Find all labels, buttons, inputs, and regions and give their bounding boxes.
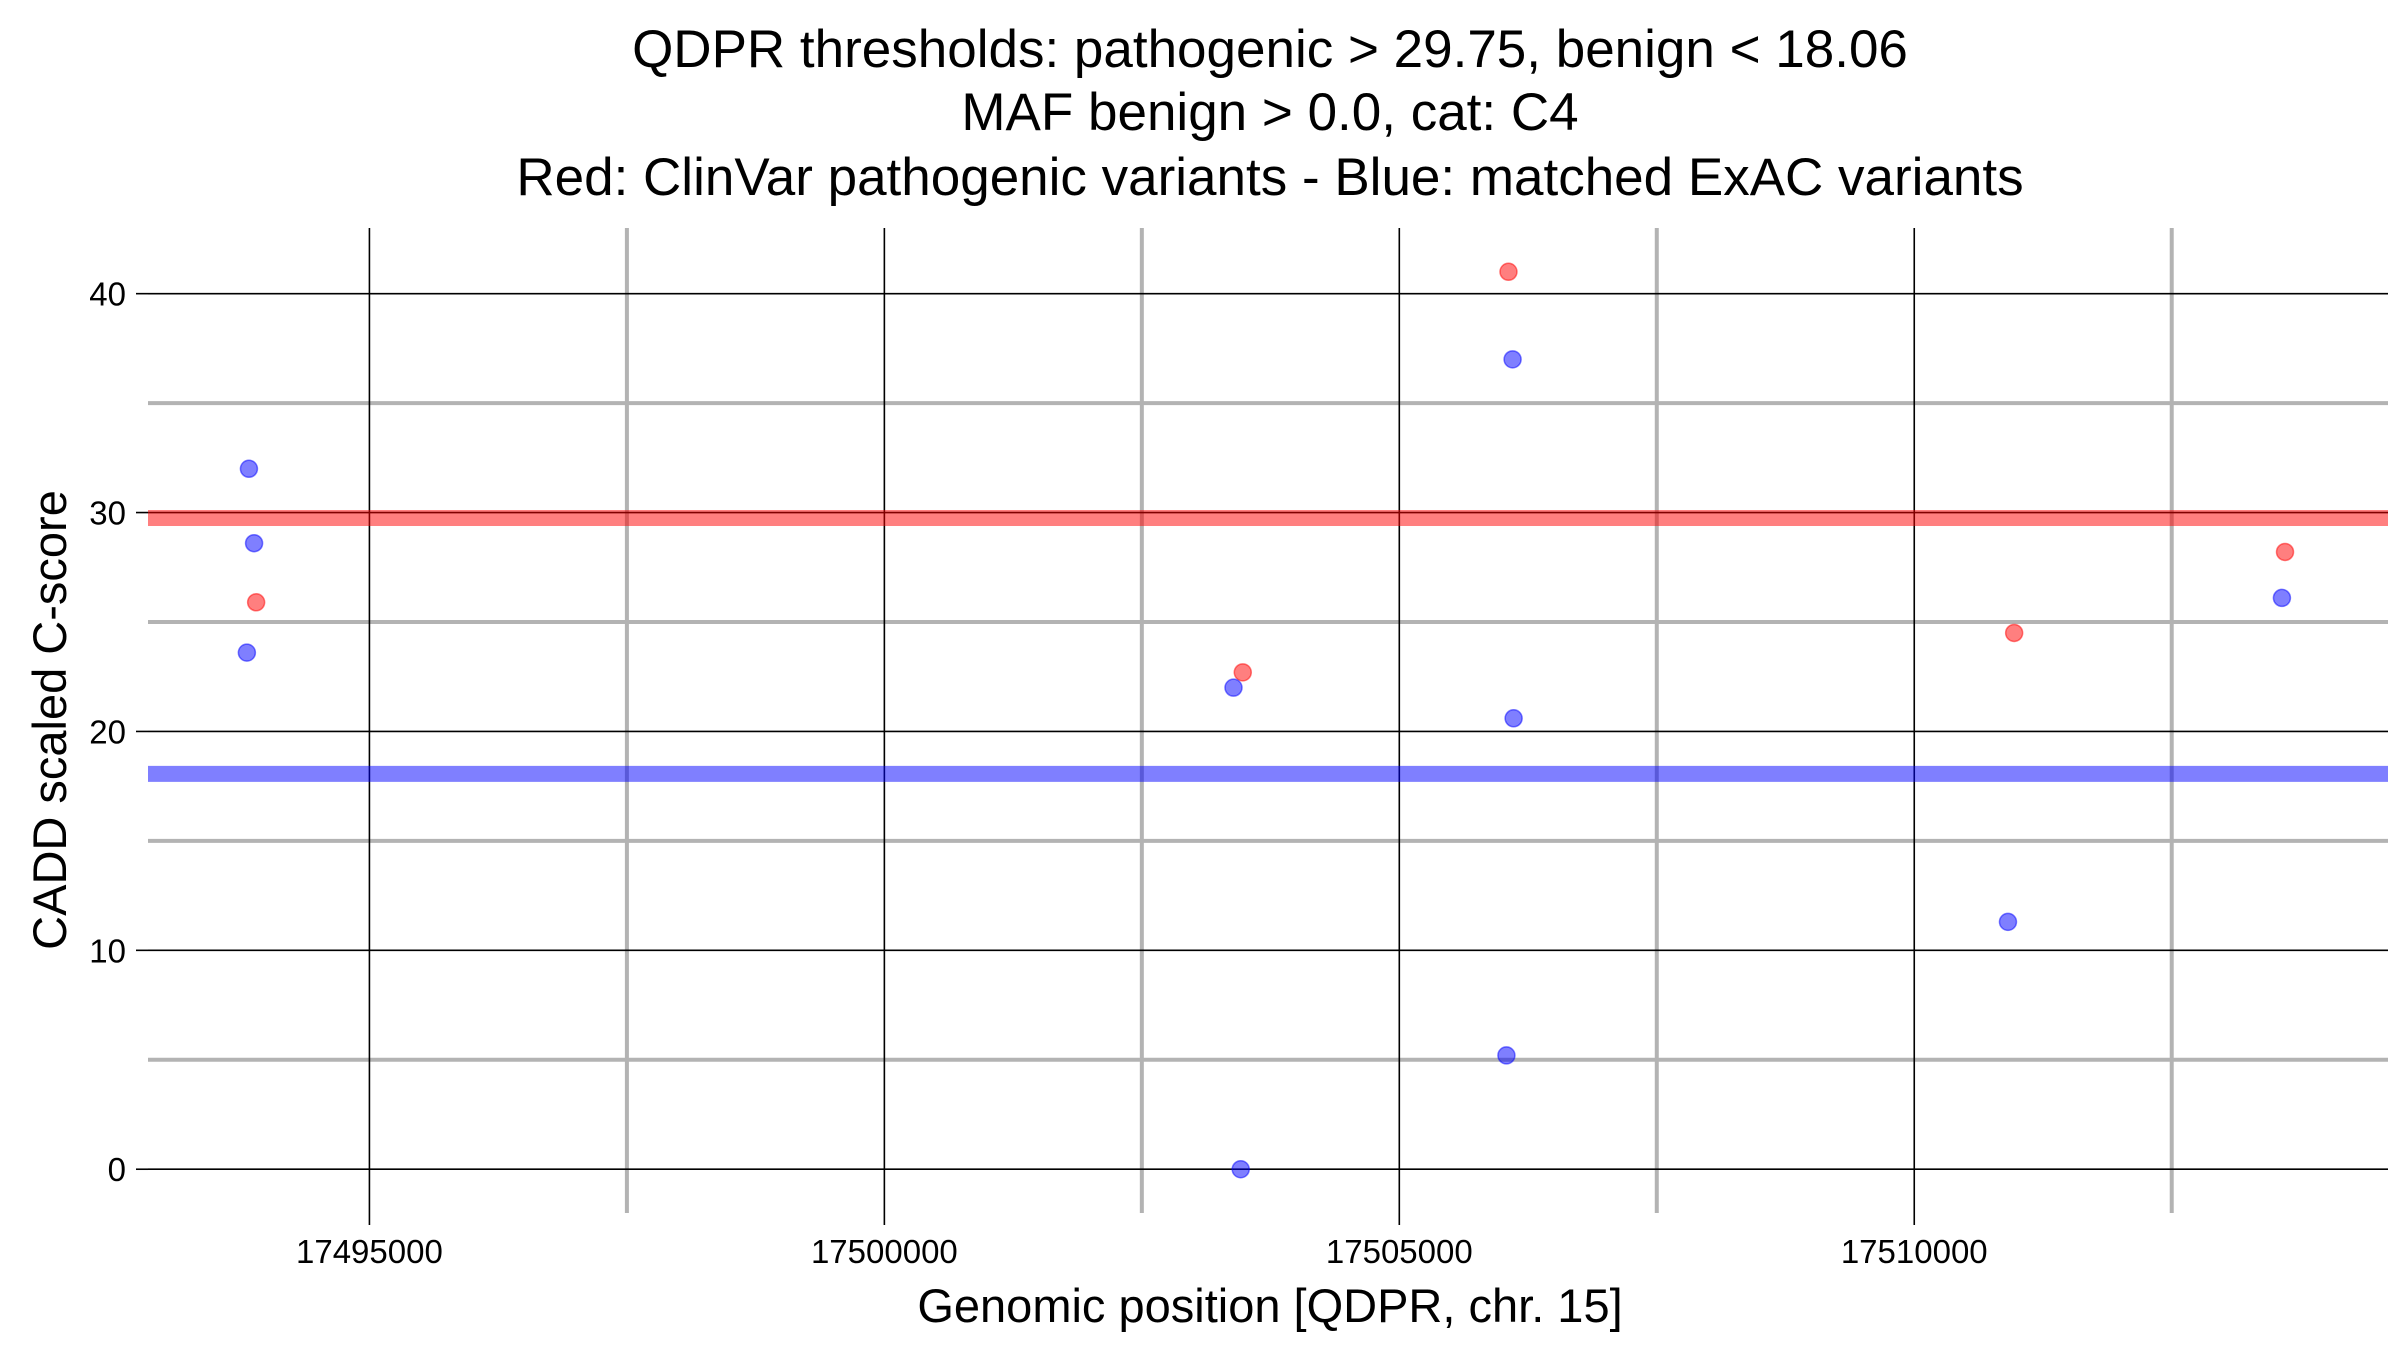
pathogenic-point	[2004, 623, 2024, 643]
x-tick-label: 17510000	[1841, 1233, 1988, 1270]
exac-point	[244, 533, 264, 553]
pathogenic-point	[2275, 542, 2295, 562]
chart-title: QDPR thresholds: pathogenic > 29.75, ben…	[516, 20, 2023, 207]
exac-point	[1497, 1046, 1516, 1065]
y-axis-title: CADD scaled C-score	[23, 490, 76, 950]
y-tick-label: 30	[89, 495, 126, 532]
chart-title-line-1: QDPR thresholds: pathogenic > 29.75, ben…	[632, 20, 1908, 79]
y-tick-label: 10	[89, 932, 126, 969]
threshold-lines	[148, 510, 2388, 782]
exac-point	[239, 459, 259, 479]
exac-point	[237, 643, 257, 662]
x-tick-label: 17505000	[1326, 1233, 1473, 1270]
data-points	[237, 262, 2295, 1179]
pathogenic-point	[1233, 663, 1253, 682]
pathogenic-point	[1499, 262, 1518, 282]
exac-point	[2272, 588, 2292, 608]
pathogenic-point	[246, 593, 266, 612]
x-axis-ticks: 17495000 17500000 17505000 17510000	[296, 1213, 1988, 1270]
x-axis-title: Genomic position [QDPR, chr. 15]	[917, 1279, 1622, 1332]
chart-title-line-3: Red: ClinVar pathogenic variants - Blue:…	[516, 148, 2023, 207]
exac-point	[1224, 678, 1243, 697]
exac-point	[1503, 350, 1522, 369]
chart-title-line-2: MAF benign > 0.0, cat: C4	[961, 83, 1578, 142]
x-tick-label: 17495000	[296, 1233, 443, 1270]
exac-point	[1231, 1159, 1250, 1179]
major-gridlines	[148, 228, 2388, 1213]
exac-point	[1504, 709, 1523, 728]
y-tick-label: 0	[108, 1151, 126, 1188]
y-tick-label: 20	[89, 713, 126, 750]
y-axis-ticks: 0 10 20 30 40	[89, 276, 148, 1188]
exac-point	[1998, 912, 2018, 932]
y-tick-label: 40	[89, 276, 126, 313]
x-tick-label: 17500000	[811, 1233, 958, 1270]
minor-gridlines	[148, 228, 2388, 1213]
